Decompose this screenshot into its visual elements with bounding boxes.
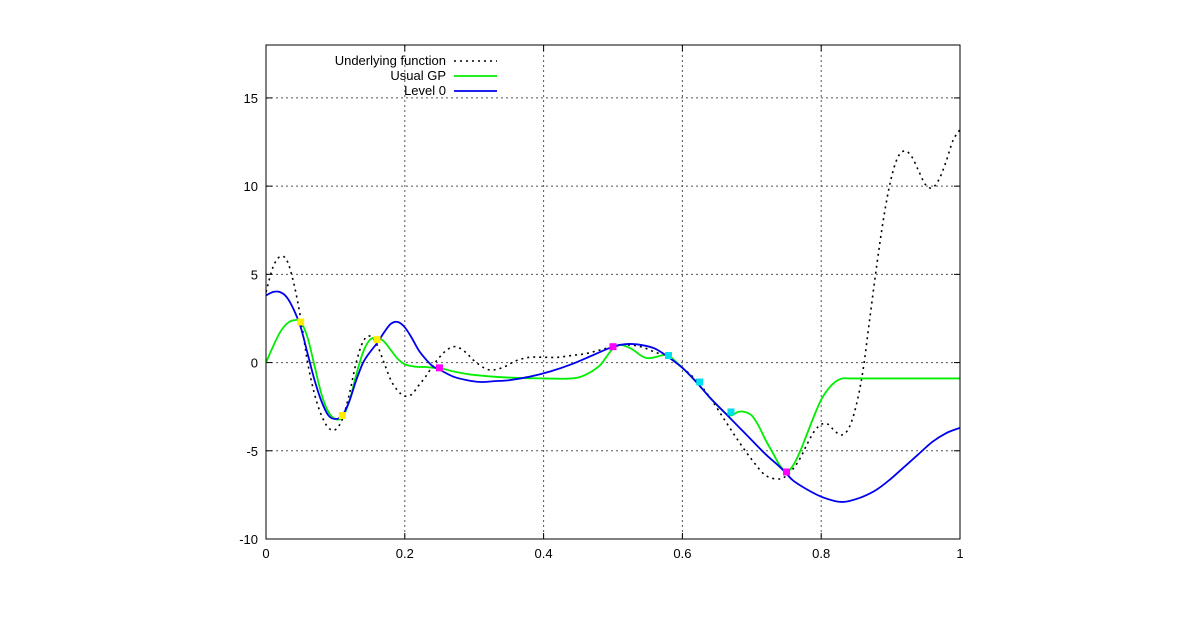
- y-tick-label: 0: [251, 356, 258, 371]
- y-tick-label: -5: [246, 444, 258, 459]
- x-tick-label: 0.2: [396, 546, 414, 561]
- x-tick-label: 0: [262, 546, 269, 561]
- y-tick-label: 10: [244, 179, 258, 194]
- data-point-marker: [609, 343, 617, 351]
- x-tick-labels: 0 0.2 0.4 0.6 0.8 1: [262, 546, 963, 561]
- grid-lines: [266, 45, 960, 539]
- y-tick-label: 15: [244, 91, 258, 106]
- y-tick-labels: -10 -5 0 5 10 15: [239, 91, 258, 547]
- series-line-usual-gp: [266, 318, 960, 473]
- legend-label-underlying-function: Underlying function: [335, 53, 446, 68]
- series-line-level-0: [266, 290, 960, 503]
- data-point-marker: [297, 318, 305, 326]
- data-point-marker: [665, 352, 673, 360]
- data-point-marker: [696, 378, 704, 386]
- series-line-underlying-function: [266, 129, 960, 480]
- y-tick-label: -10: [239, 532, 258, 547]
- series-layer: [266, 129, 960, 503]
- plot-frame: [265, 44, 961, 540]
- data-point-marker: [436, 364, 443, 372]
- legend-label-level-0: Level 0: [404, 83, 446, 98]
- data-point-marker: [373, 336, 381, 344]
- data-point-marker: [727, 408, 735, 416]
- legend-label-usual-gp: Usual GP: [390, 68, 446, 83]
- y-tick-label: 5: [251, 267, 258, 282]
- x-tick-label: 0.4: [535, 546, 553, 561]
- x-tick-label: 1: [956, 546, 963, 561]
- axis-ticks: [265, 45, 961, 540]
- x-tick-label: 0.8: [812, 546, 830, 561]
- data-point-marker: [338, 412, 346, 419]
- x-tick-label: 0.6: [673, 546, 691, 561]
- data-point-marker: [783, 468, 790, 476]
- marker-layer: [297, 318, 790, 476]
